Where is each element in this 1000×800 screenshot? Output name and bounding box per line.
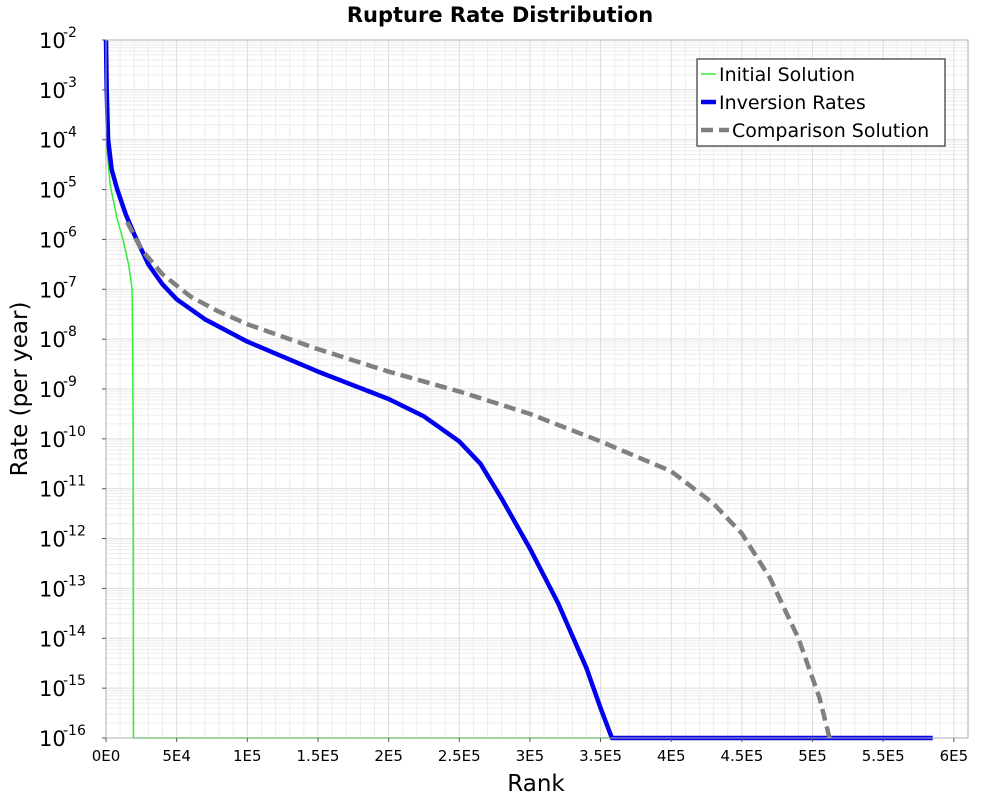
x-tick-label: 5E5 — [798, 747, 827, 765]
y-tick-exponent: -10 — [63, 424, 86, 440]
y-tick-exponent: -11 — [63, 474, 86, 490]
y-tick-exponent: -5 — [63, 175, 77, 191]
y-tick-label: 10 — [39, 79, 66, 103]
y-tick-label: 10 — [39, 627, 66, 651]
x-tick-label: 5.5E5 — [862, 747, 905, 765]
y-tick-exponent: -12 — [63, 524, 86, 540]
series-line-comparison-solution — [125, 220, 832, 739]
y-tick-exponent: -3 — [63, 75, 77, 91]
y-tick-label: 10 — [39, 129, 66, 153]
legend-label: Initial Solution — [719, 64, 855, 86]
y-tick-label: 10 — [39, 328, 66, 352]
legend-label: Inversion Rates — [719, 92, 866, 114]
y-tick-exponent: -6 — [63, 224, 77, 240]
x-tick-label: 1E5 — [233, 747, 262, 765]
x-tick-label: 4.5E5 — [720, 747, 763, 765]
x-tick-label: 2E5 — [374, 747, 403, 765]
y-tick-exponent: -14 — [63, 623, 86, 639]
y-tick-exponent: -2 — [63, 25, 77, 41]
y-tick-label: 10 — [39, 577, 66, 601]
series-line-inversion-rates — [103, 39, 933, 741]
y-tick-label: 10 — [39, 528, 66, 552]
legend: Initial Solution Inversion Rates Compariso… — [696, 58, 946, 147]
y-tick-label: 10 — [39, 29, 66, 53]
y-tick-label: 10 — [39, 378, 66, 402]
x-axis-ticks: 0E0 5E4 1E5 1.5E5 2E5 2.5E5 3E5 3.5E5 4E5 4.5E5 5E… — [92, 738, 968, 765]
x-tick-label: 6E5 — [940, 747, 969, 765]
y-tick-exponent: -7 — [63, 274, 77, 290]
x-tick-label: 3.5E5 — [579, 747, 622, 765]
y-tick-label: 10 — [39, 727, 66, 751]
legend-box — [696, 58, 946, 147]
y-tick-exponent: -15 — [63, 673, 86, 689]
y-tick-exponent: -4 — [63, 125, 77, 141]
y-tick-exponent: -8 — [63, 324, 77, 340]
y-axis-ticks: 10-210-310-410-510-610-710-810-910-1010-… — [39, 25, 106, 751]
y-tick-exponent: -9 — [63, 374, 77, 390]
series-line-initial-solution — [105, 39, 933, 739]
x-tick-label: 0E0 — [92, 747, 121, 765]
x-axis-label: Rank — [507, 771, 565, 797]
legend-label: Comparison Solution — [732, 120, 929, 142]
x-tick-label: 1.5E5 — [297, 747, 340, 765]
x-tick-label: 3E5 — [516, 747, 545, 765]
x-tick-label: 4E5 — [657, 747, 686, 765]
y-tick-label: 10 — [39, 228, 66, 252]
x-tick-label: 5E4 — [162, 747, 191, 765]
y-tick-label: 10 — [39, 428, 66, 452]
series-layer — [103, 39, 933, 741]
y-tick-label: 10 — [39, 677, 66, 701]
grid-lines — [105, 40, 969, 739]
chart-title: Rupture Rate Distribution — [347, 3, 653, 27]
y-tick-exponent: -16 — [63, 723, 86, 739]
y-tick-exponent: -13 — [63, 573, 86, 589]
y-tick-label: 10 — [39, 278, 66, 302]
x-tick-label: 2.5E5 — [438, 747, 481, 765]
y-tick-label: 10 — [39, 179, 66, 203]
y-tick-label: 10 — [39, 478, 66, 502]
y-axis-label: Rate (per year) — [7, 302, 33, 477]
